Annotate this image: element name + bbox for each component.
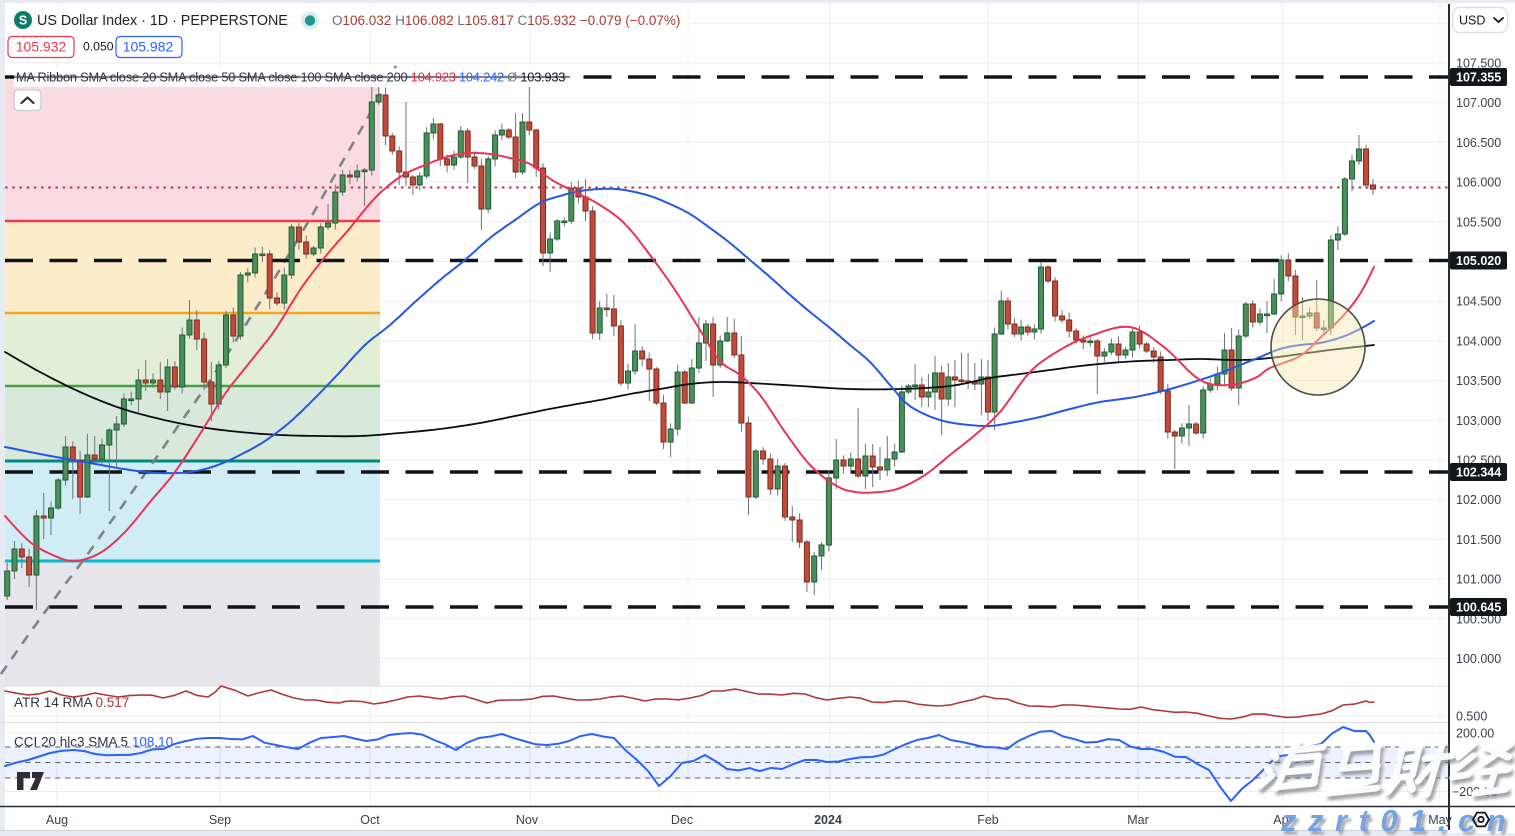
svg-text:US Dollar Index · 1D · PEPPERS: US Dollar Index · 1D · PEPPERSTONE (37, 13, 288, 29)
svg-text:Feb: Feb (977, 813, 999, 827)
svg-text:O106.032 H106.082 L105.817: O106.032 H106.082 L105.817 C105.932 −0.0… (332, 13, 680, 28)
svg-text:107.500: 107.500 (1456, 57, 1501, 71)
svg-text:105.982: 105.982 (123, 39, 174, 55)
svg-text:103.000: 103.000 (1456, 414, 1501, 428)
svg-text:106.000: 106.000 (1456, 176, 1501, 190)
svg-text:CCI 20 hlc3 SMA 5 108.10: CCI 20 hlc3 SMA 5 108.10 (14, 735, 173, 750)
svg-text:200.00: 200.00 (1456, 727, 1494, 741)
svg-text:Oct: Oct (360, 813, 380, 827)
svg-text:105.932: 105.932 (16, 39, 67, 55)
svg-text:Dec: Dec (671, 813, 693, 827)
svg-text:Mar: Mar (1127, 813, 1149, 827)
svg-text:105.020: 105.020 (1456, 254, 1501, 268)
svg-text:ATR 14 RMA 0.517: ATR 14 RMA 0.517 (14, 695, 129, 710)
svg-text:100.000: 100.000 (1456, 652, 1501, 666)
svg-text:104.000: 104.000 (1456, 334, 1501, 348)
svg-text:100.645: 100.645 (1456, 601, 1501, 615)
svg-text:0.500: 0.500 (1456, 710, 1487, 724)
svg-text:104.500: 104.500 (1456, 295, 1501, 309)
svg-text:107.355: 107.355 (1456, 71, 1501, 85)
svg-text:101.000: 101.000 (1456, 573, 1501, 587)
svg-text:101.500: 101.500 (1456, 533, 1501, 547)
svg-text:102.344: 102.344 (1456, 466, 1501, 480)
svg-text:107.000: 107.000 (1456, 96, 1501, 110)
svg-text:0.050: 0.050 (83, 40, 114, 54)
svg-text:Sep: Sep (209, 813, 231, 827)
svg-text:103.500: 103.500 (1456, 374, 1501, 388)
svg-text:Aug: Aug (46, 813, 68, 827)
svg-text:USD: USD (1459, 14, 1485, 28)
svg-text:Nov: Nov (516, 813, 539, 827)
svg-text:S: S (19, 14, 27, 28)
svg-text:zzrt01.cn: zzrt01.cn (1280, 803, 1515, 836)
svg-text:2024: 2024 (814, 813, 842, 827)
svg-text:MA Ribbon SMA close 20 SMA clo: MA Ribbon SMA close 20 SMA close 50 SMA … (16, 70, 565, 85)
svg-text:105.500: 105.500 (1456, 215, 1501, 229)
svg-text:102.000: 102.000 (1456, 493, 1501, 507)
svg-text:May: May (1428, 813, 1452, 827)
svg-text:106.500: 106.500 (1456, 136, 1501, 150)
svg-text:Apr: Apr (1273, 813, 1292, 827)
